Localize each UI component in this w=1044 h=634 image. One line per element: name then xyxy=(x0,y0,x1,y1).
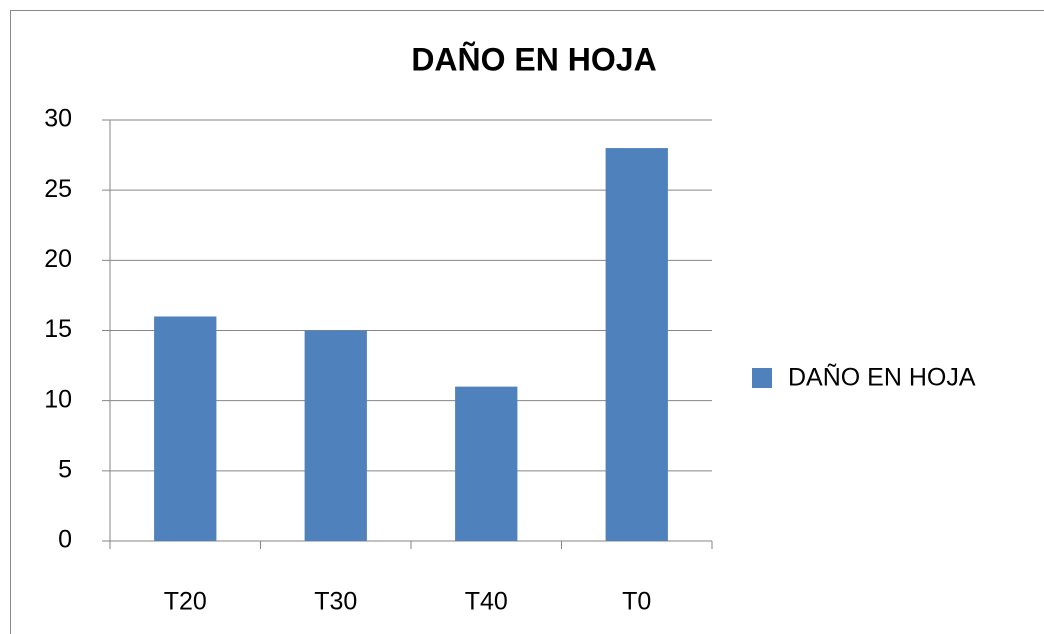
y-tick-label: 30 xyxy=(44,105,72,133)
bar xyxy=(304,330,367,541)
y-tick-label: 5 xyxy=(58,455,72,483)
x-tick-label: T20 xyxy=(164,588,207,616)
chart-title: DAÑO EN HOJA xyxy=(411,41,656,77)
legend-swatch xyxy=(752,368,772,388)
legend-label: DAÑO EN HOJA xyxy=(788,363,976,392)
bar xyxy=(455,386,518,541)
y-tick-label: 15 xyxy=(44,315,72,343)
x-tick-label: T0 xyxy=(622,588,651,616)
y-tick-label: 20 xyxy=(44,245,72,273)
y-tick-label: 0 xyxy=(58,526,72,554)
y-tick-label: 10 xyxy=(44,385,72,413)
y-tick-label: 25 xyxy=(44,175,72,203)
x-tick-label: T30 xyxy=(314,588,357,616)
bar xyxy=(154,316,217,541)
bar xyxy=(605,148,668,542)
x-tick-label: T40 xyxy=(465,588,508,616)
